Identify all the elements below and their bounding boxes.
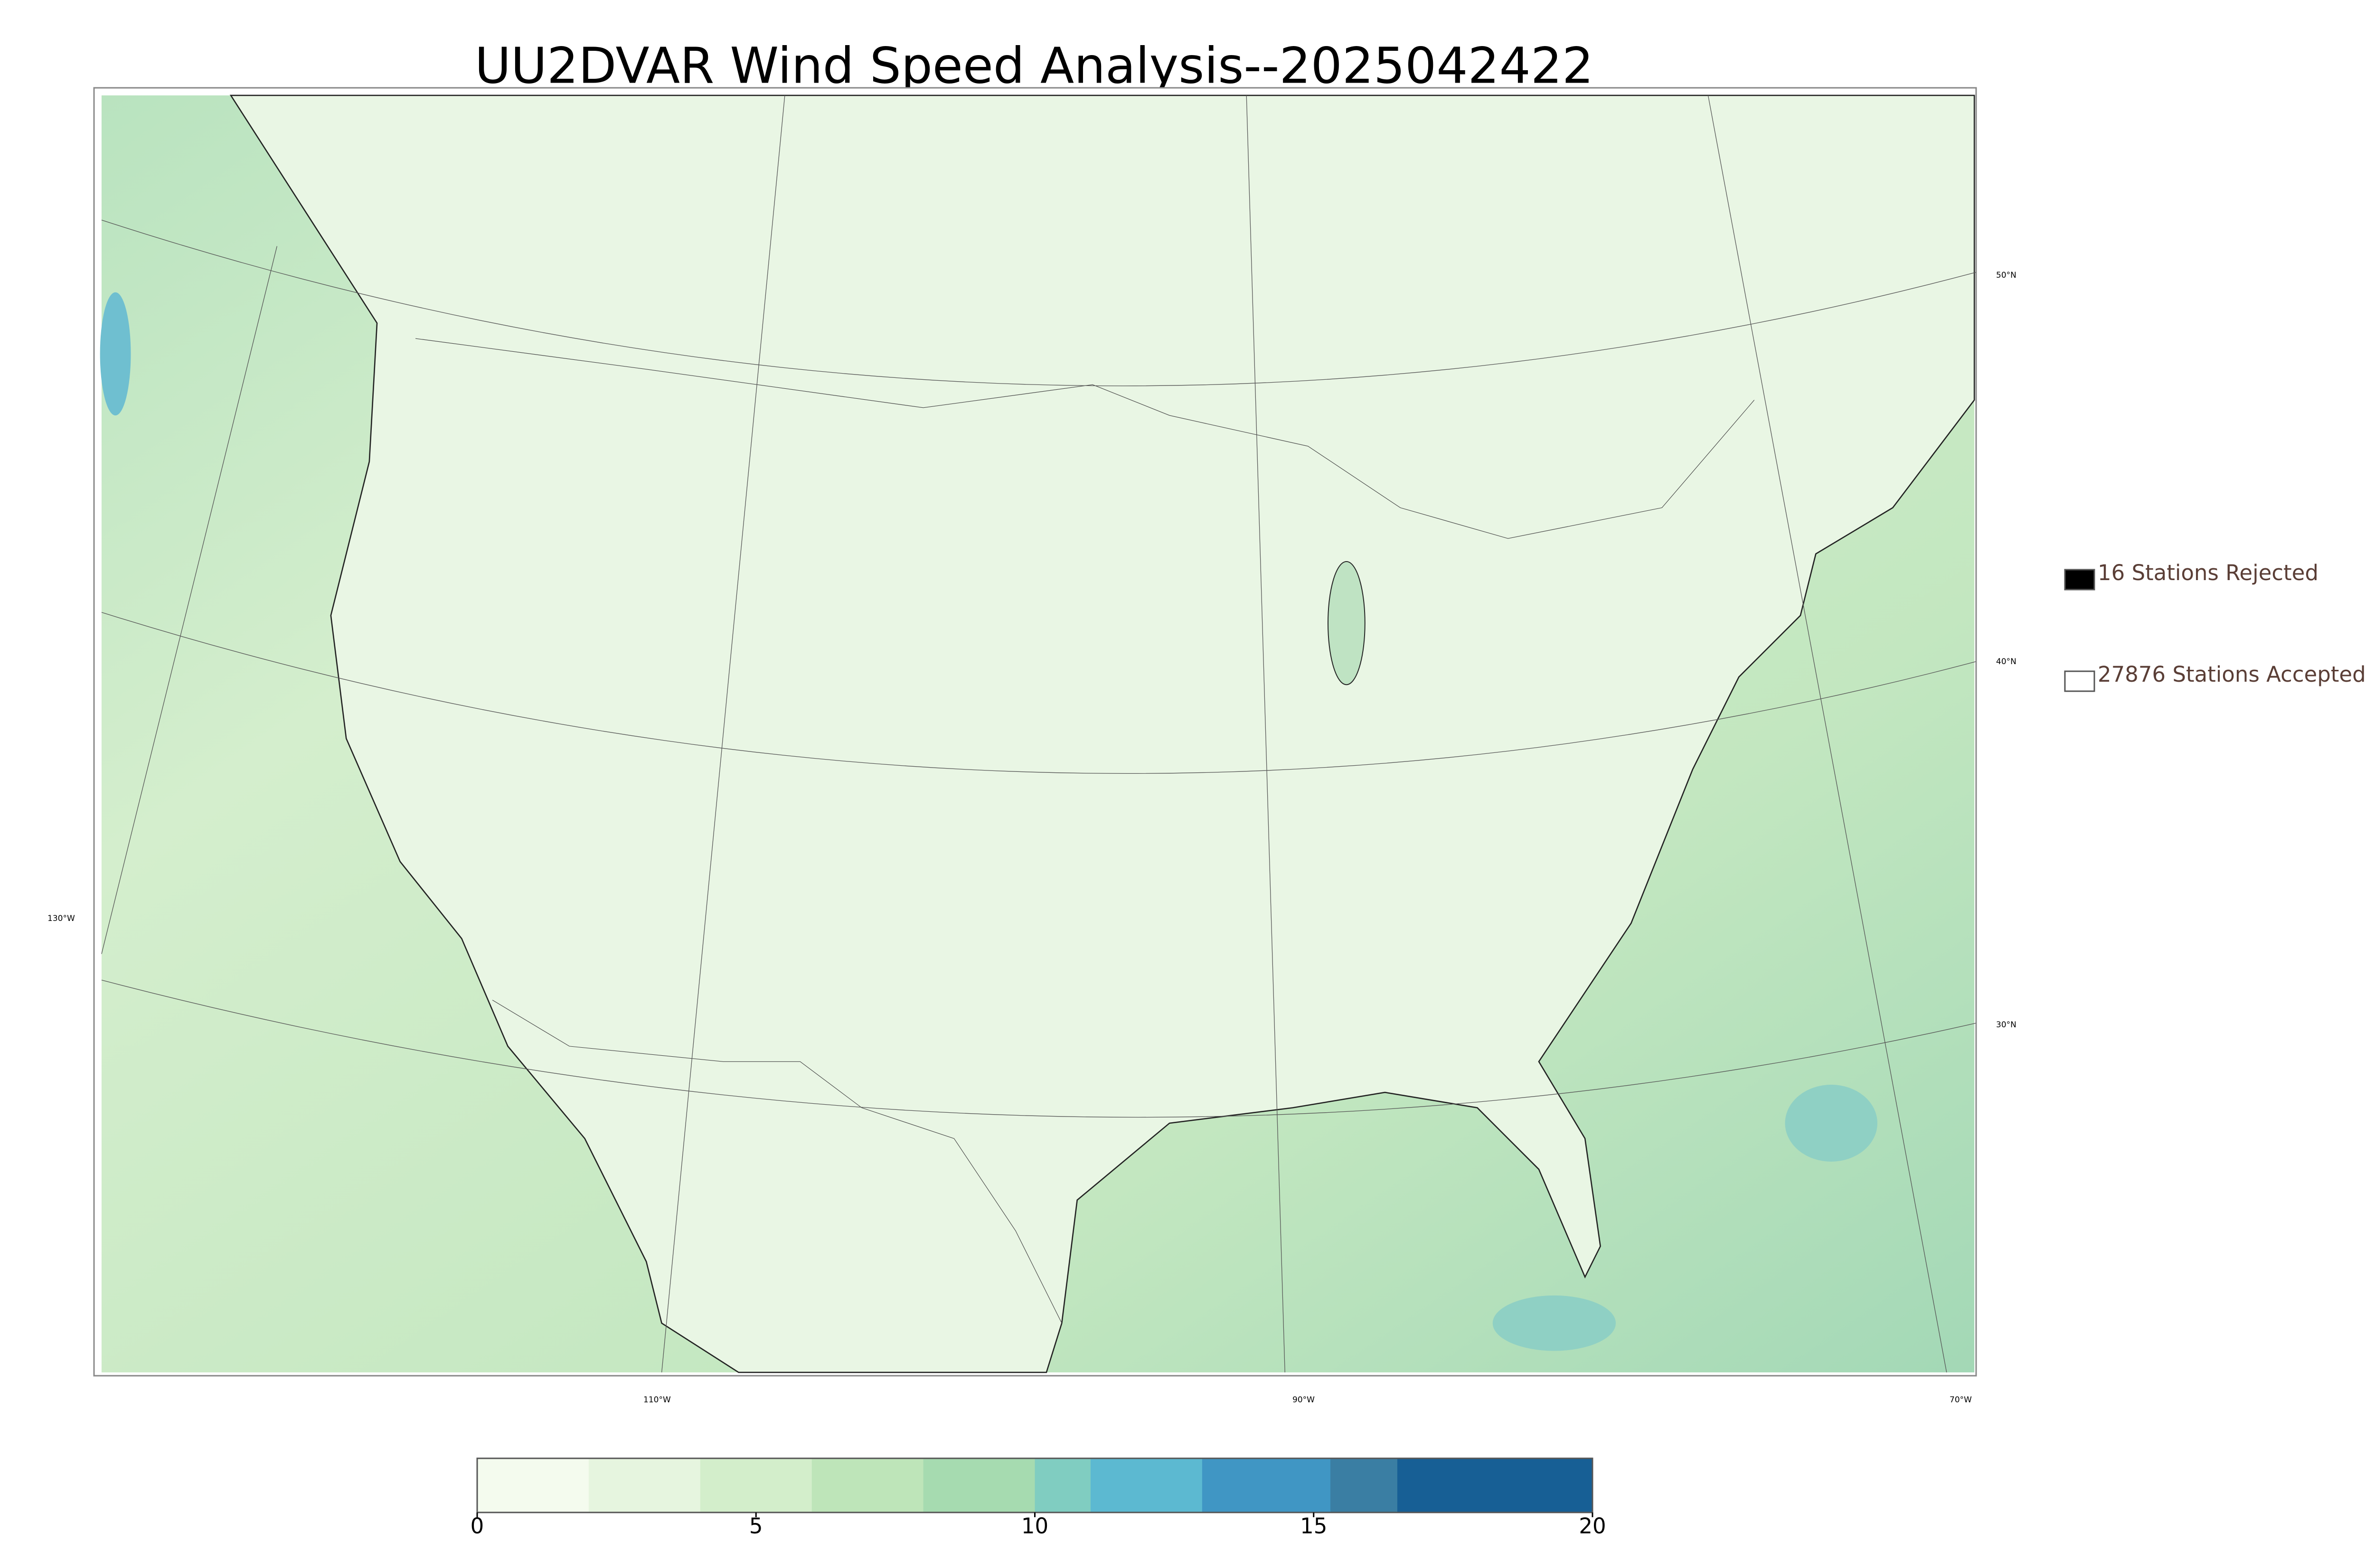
legend: 16 Stations Rejected 27876 Stations Accep… (2064, 560, 2366, 692)
colorbar-segment (1090, 1458, 1203, 1512)
colorbar-tick-label: 10 (1021, 1513, 1048, 1539)
colorbar-segment (1202, 1458, 1331, 1512)
wind-patch (1785, 1084, 1878, 1162)
colorbar: 0 5 10 15 20 (471, 1457, 1606, 1539)
colorbar-tick-label: 15 (1300, 1513, 1327, 1539)
colorbar-segment (1330, 1458, 1398, 1512)
colorbar-segment (700, 1458, 812, 1512)
colorbar-segment (1397, 1458, 1593, 1512)
colorbar-tick-label: 20 (1579, 1513, 1606, 1539)
graticule (661, 95, 785, 1373)
lat-label: 50°N (1996, 271, 2016, 280)
graticule (101, 979, 1976, 1118)
colorbar-tick-label: 5 (749, 1513, 763, 1539)
border (492, 1000, 1062, 1324)
lake (1328, 561, 1366, 685)
lon-label: 90°W (1292, 1395, 1315, 1405)
graticule (1707, 95, 1947, 1373)
border (415, 338, 1755, 539)
legend-label: 16 Stations Rejected (2098, 560, 2318, 585)
graticule (101, 246, 278, 954)
lon-label: 130°W (47, 914, 75, 923)
legend-marker (2064, 670, 2095, 692)
colorbar-tick-label: 0 (471, 1513, 484, 1539)
graticule (101, 219, 1976, 386)
colorbar-segment (923, 1458, 1035, 1512)
lon-label: 70°W (1950, 1395, 1972, 1405)
lon-label: 110°W (643, 1395, 671, 1405)
map-title: UU2DVAR Wind Speed Analysis--2025042422 (475, 37, 1593, 94)
north-america-land (229, 94, 1975, 1373)
lat-label: 30°N (1996, 1020, 2016, 1030)
graticule (101, 612, 1976, 774)
legend-marker (2064, 569, 2095, 591)
wind-patch (100, 292, 131, 416)
colorbar-segment (1035, 1458, 1091, 1512)
wind-patch (1492, 1295, 1616, 1351)
colorbar-segment (588, 1458, 701, 1512)
lat-label: 40°N (1996, 657, 2016, 667)
colorbar-segment (811, 1458, 924, 1512)
colorbar-segment (477, 1458, 589, 1512)
map (100, 94, 1976, 1373)
graticule (1246, 95, 1285, 1372)
graticule-labels: 50°N 40°N 30°N 130°W 110°W 90°W 70°W (47, 271, 2016, 1405)
legend-label: 27876 Stations Accepted (2098, 662, 2366, 687)
